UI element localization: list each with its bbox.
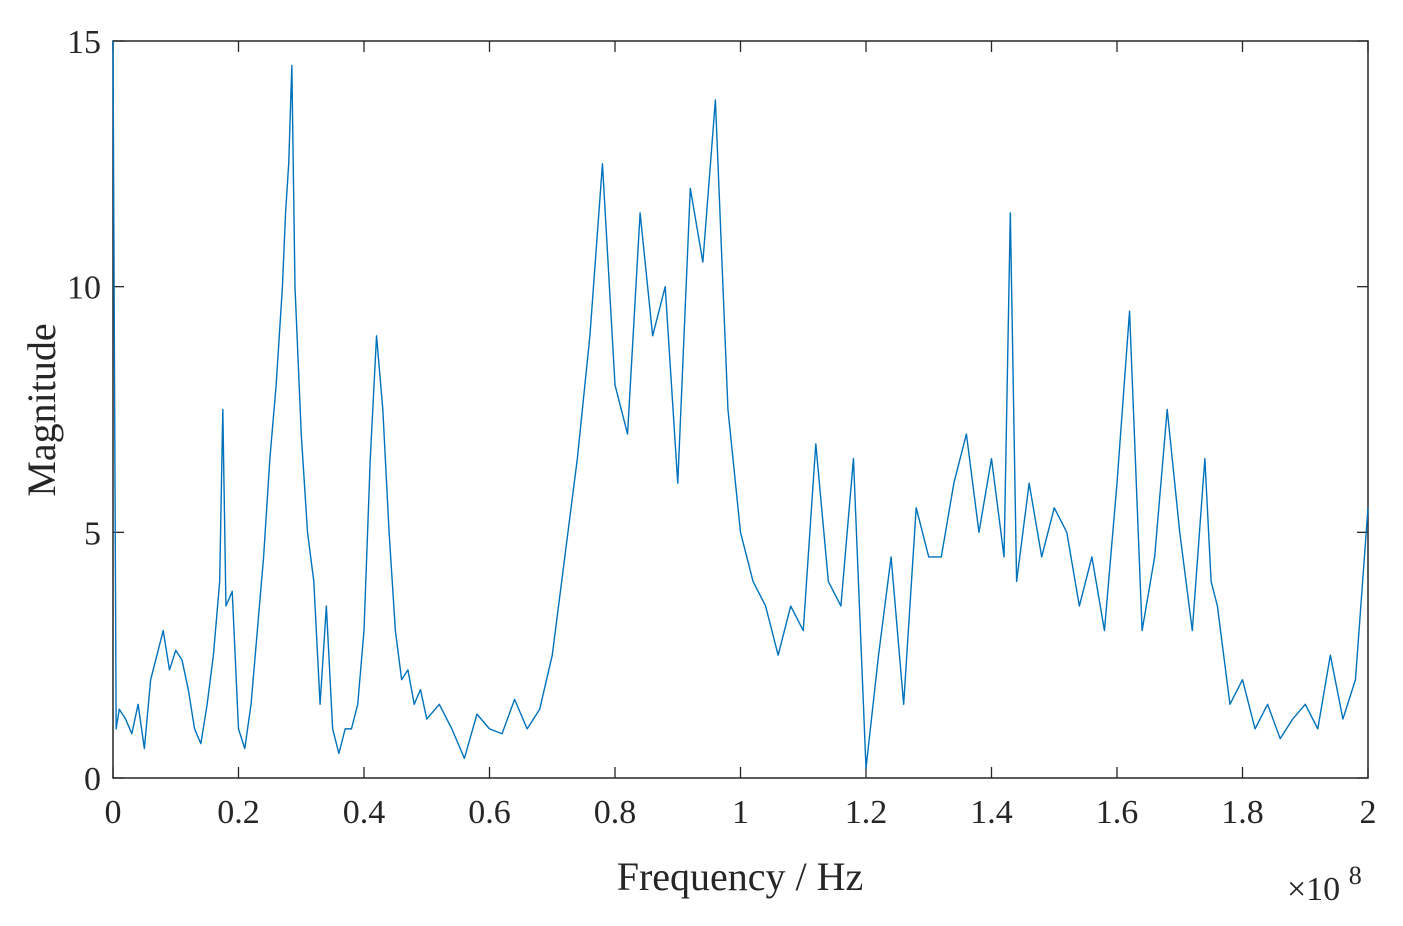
x-multiplier: ×10 8: [1287, 861, 1362, 908]
x-multiplier-base: ×10: [1287, 871, 1340, 908]
y-tick-label: 10: [67, 270, 101, 307]
y-tick-label: 0: [84, 761, 101, 798]
y-tick-label: 15: [67, 24, 101, 61]
x-tick-label: 1: [732, 794, 749, 831]
series-line: [112, 40, 1369, 769]
axes-box: [112, 40, 1369, 779]
x-tick-label: 0.2: [217, 794, 260, 831]
y-tick-label: 5: [84, 515, 101, 552]
x-tick-label: 1.8: [1221, 794, 1264, 831]
y-axis-label: Magnitude: [19, 323, 64, 496]
x-tick-label: 0: [105, 794, 122, 831]
x-tick-label: 0.8: [594, 794, 637, 831]
x-tick-label: 0.4: [343, 794, 386, 831]
x-tick-label: 1.4: [970, 794, 1013, 831]
x-axis-label: Frequency / Hz: [617, 854, 864, 899]
x-tick-label: 1.2: [845, 794, 888, 831]
x-tick-label: 0.6: [468, 794, 511, 831]
x-tick-label: 1.6: [1096, 794, 1139, 831]
x-tick-label: 2: [1360, 794, 1377, 831]
series-layer: [112, 40, 1369, 769]
ticks-layer: 0 0.2 0.4 0.6 0.8 1 1.2 1.4 1.6 1.8 2 0 5 10 15: [67, 24, 1377, 831]
x-multiplier-exponent: 8: [1349, 861, 1362, 890]
